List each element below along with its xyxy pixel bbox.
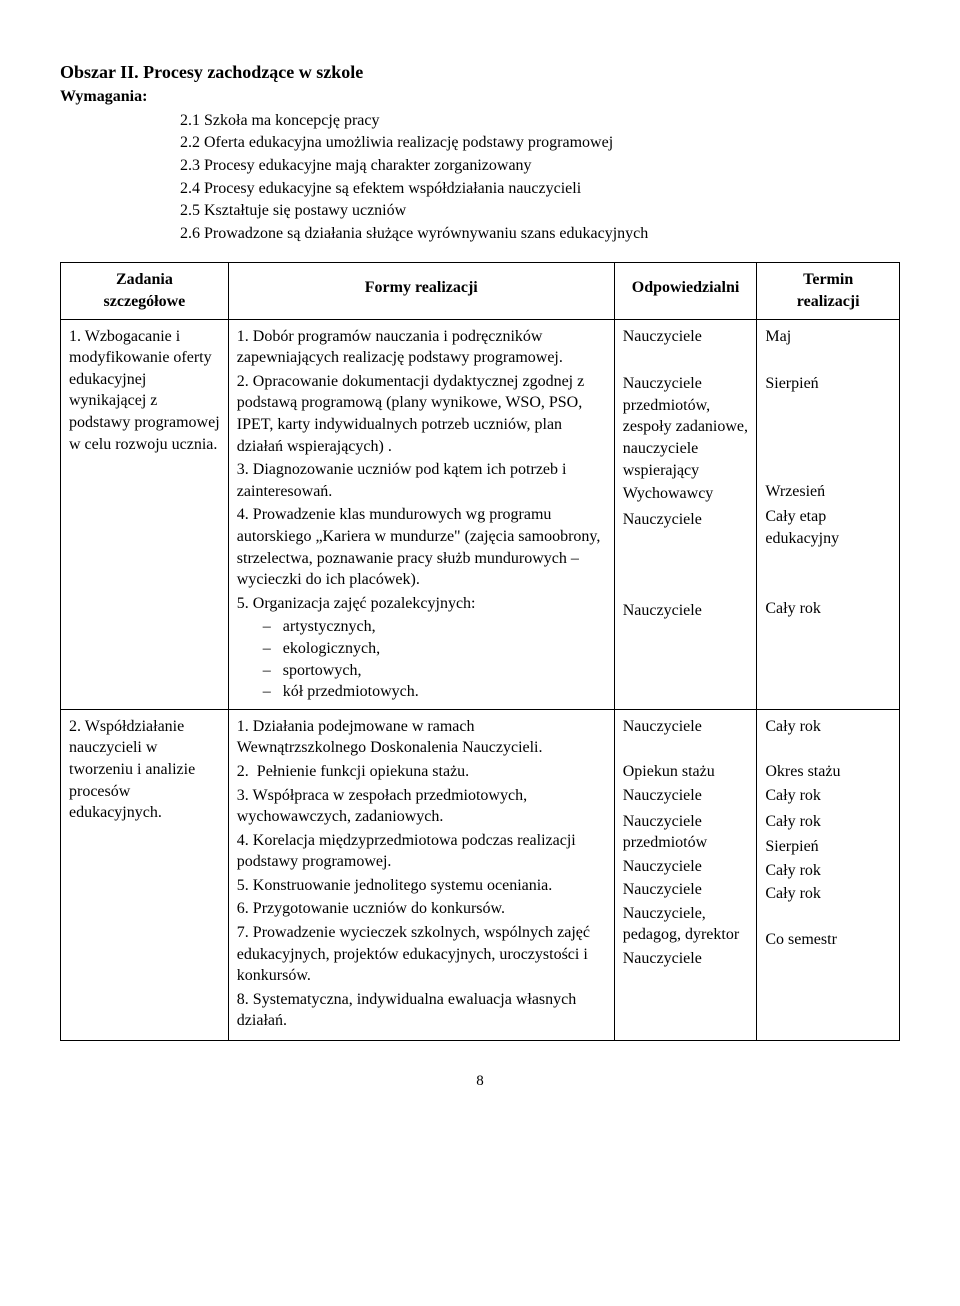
header-zadania-l2: szczegółowe: [104, 293, 186, 310]
odp-item: Nauczyciele przedmiotów, zespoły zadanio…: [623, 373, 749, 481]
formy-item: 1. Dobór programów nauczania i podręczni…: [237, 326, 606, 369]
odp-item: Nauczyciele: [623, 948, 749, 970]
page-number: 8: [60, 1071, 900, 1091]
header-zadania: Zadania szczegółowe: [61, 263, 229, 319]
odp-item: Nauczyciele: [623, 600, 749, 622]
formy-item: 4. Korelacja międzyprzedmiotowa podczas …: [237, 830, 606, 873]
formy-item: 8. Systematyczna, indywidualna ewaluacja…: [237, 989, 606, 1032]
odp-item: Nauczyciele: [623, 509, 749, 531]
main-table: Zadania szczegółowe Formy realizacji Odp…: [60, 262, 900, 1041]
odp-item: Nauczyciele: [623, 326, 749, 348]
formy-item: 3. Diagnozowanie uczniów pod kątem ich p…: [237, 459, 606, 502]
odp-item: Nauczyciele: [623, 716, 749, 738]
header-odp: Odpowiedzialni: [614, 263, 757, 319]
requirement-item: 2.5 Kształtuje się postawy uczniów: [180, 200, 900, 222]
term-item: Cały rok: [765, 716, 891, 738]
table-row: 1. Wzbogacanie i modyfikowanie oferty ed…: [61, 319, 900, 709]
requirement-item: 2.6 Prowadzone są działania służące wyró…: [180, 223, 900, 245]
odp-item: Nauczyciele: [623, 879, 749, 901]
formy-sub-item: – artystycznych,: [263, 616, 606, 638]
header-zadania-l1: Zadania: [116, 271, 173, 288]
term-item: Sierpień: [765, 836, 891, 858]
odp-item: Nauczyciele przedmiotów: [623, 811, 749, 854]
formy-item: 4. Prowadzenie klas mundurowych wg progr…: [237, 504, 606, 590]
odp-item: Opiekun stażu: [623, 761, 749, 783]
formy-item: 1. Działania podejmowane w ramach Wewnąt…: [237, 716, 606, 759]
formy-item: 2. Pełnienie funkcji opiekuna stażu.: [237, 761, 606, 783]
header-termin-l1: Termin: [803, 271, 853, 288]
formy-item: 7. Prowadzenie wycieczek szkolnych, wspó…: [237, 922, 606, 987]
cell-zadanie-1: 1. Wzbogacanie i modyfikowanie oferty ed…: [61, 319, 229, 709]
cell-odp-2: Nauczyciele Opiekun stażu Nauczyciele Na…: [614, 709, 757, 1040]
header-termin-l2: realizacji: [797, 293, 860, 310]
odp-item: Nauczyciele: [623, 856, 749, 878]
requirements-label: Wymagania:: [60, 86, 900, 108]
term-item: Okres stażu: [765, 761, 891, 783]
cell-term-1: Maj Sierpień Wrzesień Cały etap edukacyj…: [757, 319, 900, 709]
cell-odp-1: Nauczyciele Nauczyciele przedmiotów, zes…: [614, 319, 757, 709]
section-title: Obszar II. Procesy zachodzące w szkole: [60, 60, 900, 84]
term-item: Cały rok: [765, 598, 891, 620]
formy-sub-item: – kół przedmiotowych.: [263, 681, 606, 703]
formy-sub-item: – ekologicznych,: [263, 638, 606, 660]
table-header-row: Zadania szczegółowe Formy realizacji Odp…: [61, 263, 900, 319]
formy-item: 2. Opracowanie dokumentacji dydaktycznej…: [237, 371, 606, 457]
formy-item: 3. Współpraca w zespołach przedmiotowych…: [237, 785, 606, 828]
term-item: Cały rok: [765, 811, 891, 833]
term-item: Co semestr: [765, 929, 891, 951]
cell-zadanie-2: 2. Współdziałanie nauczycieli w tworzeni…: [61, 709, 229, 1040]
cell-formy-2: 1. Działania podejmowane w ramach Wewnąt…: [228, 709, 614, 1040]
requirement-item: 2.1 Szkoła ma koncepcję pracy: [180, 110, 900, 132]
header-termin: Termin realizacji: [757, 263, 900, 319]
term-item: Maj: [765, 326, 891, 348]
term-item: Cały rok: [765, 883, 891, 905]
requirement-item: 2.2 Oferta edukacyjna umożliwia realizac…: [180, 132, 900, 154]
cell-term-2: Cały rok Okres stażu Cały rok Cały rok S…: [757, 709, 900, 1040]
requirement-item: 2.3 Procesy edukacyjne mają charakter zo…: [180, 155, 900, 177]
term-item: Wrzesień: [765, 481, 891, 503]
requirement-item: 2.4 Procesy edukacyjne są efektem współd…: [180, 178, 900, 200]
table-row: 2. Współdziałanie nauczycieli w tworzeni…: [61, 709, 900, 1040]
term-item: Cały etap edukacyjny: [765, 506, 891, 549]
formy-item: 6. Przygotowanie uczniów do konkursów.: [237, 898, 606, 920]
term-item: Cały rok: [765, 860, 891, 882]
header-formy: Formy realizacji: [228, 263, 614, 319]
formy-sub-item: – sportowych,: [263, 660, 606, 682]
term-item: Sierpień: [765, 373, 891, 395]
odp-item: Nauczyciele: [623, 785, 749, 807]
formy-item: 5. Konstruowanie jednolitego systemu oce…: [237, 875, 606, 897]
cell-formy-1: 1. Dobór programów nauczania i podręczni…: [228, 319, 614, 709]
requirements-list: 2.1 Szkoła ma koncepcję pracy 2.2 Oferta…: [180, 110, 900, 245]
formy-item: 5. Organizacja zajęć pozalekcyjnych:: [237, 593, 606, 615]
odp-item: Wychowawcy: [623, 483, 749, 505]
odp-item: Nauczyciele, pedagog, dyrektor: [623, 903, 749, 946]
term-item: Cały rok: [765, 785, 891, 807]
